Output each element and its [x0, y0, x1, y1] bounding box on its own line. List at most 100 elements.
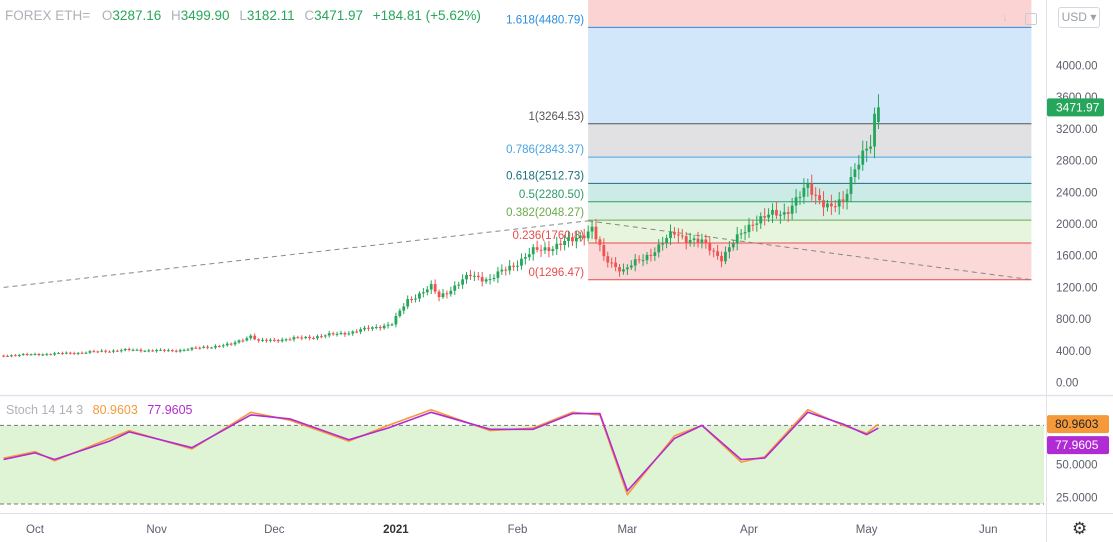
candle-body[interactable] — [119, 350, 123, 352]
candle-body[interactable] — [590, 226, 594, 232]
candle-body[interactable] — [25, 354, 29, 356]
candle-body[interactable] — [461, 279, 465, 285]
candle-body[interactable] — [531, 247, 535, 255]
candle-body[interactable] — [873, 113, 876, 147]
candle-body[interactable] — [535, 247, 539, 250]
candle-body[interactable] — [135, 349, 139, 351]
candle-body[interactable] — [33, 354, 37, 356]
candle-body[interactable] — [64, 352, 68, 354]
candle-body[interactable] — [555, 243, 559, 250]
candle-body[interactable] — [688, 239, 692, 243]
candle-body[interactable] — [520, 258, 523, 266]
candle-body[interactable] — [276, 340, 280, 342]
settings-gear-icon[interactable]: ⚙ — [1072, 519, 1088, 538]
candle-body[interactable] — [865, 148, 869, 151]
candle-body[interactable] — [826, 203, 829, 208]
candle-body[interactable] — [739, 233, 743, 235]
candle-body[interactable] — [49, 354, 53, 356]
candle-body[interactable] — [296, 337, 300, 339]
candle-body[interactable] — [323, 335, 327, 337]
candle-body[interactable] — [13, 355, 17, 357]
candle-body[interactable] — [633, 259, 637, 266]
candle-body[interactable] — [316, 336, 319, 339]
candle-body[interactable] — [425, 289, 429, 293]
candle-body[interactable] — [2, 355, 6, 357]
candle-body[interactable] — [472, 275, 476, 277]
candle-body[interactable] — [669, 231, 672, 239]
candle-body[interactable] — [618, 267, 621, 272]
candle-body[interactable] — [382, 325, 386, 329]
candle-body[interactable] — [814, 194, 818, 196]
candle-body[interactable] — [869, 146, 872, 149]
candle-body[interactable] — [771, 209, 774, 215]
candle-body[interactable] — [265, 339, 268, 341]
candle-body[interactable] — [429, 284, 433, 290]
candle-body[interactable] — [186, 349, 190, 351]
candle-body[interactable] — [92, 351, 96, 353]
trend-line[interactable] — [3, 220, 589, 288]
candle-body[interactable] — [492, 277, 496, 280]
candle-body[interactable] — [72, 353, 76, 355]
candle-body[interactable] — [225, 343, 229, 346]
candle-body[interactable] — [684, 236, 688, 243]
candle-body[interactable] — [398, 310, 402, 317]
candle-body[interactable] — [300, 337, 304, 339]
trend-line[interactable] — [588, 220, 1032, 281]
candle-body[interactable] — [343, 332, 347, 335]
candle-body[interactable] — [567, 237, 570, 241]
candle-body[interactable] — [720, 255, 723, 262]
candle-body[interactable] — [100, 350, 104, 352]
candle-body[interactable] — [151, 350, 155, 352]
candle-body[interactable] — [853, 169, 857, 178]
candle-body[interactable] — [778, 214, 782, 216]
candle-body[interactable] — [10, 355, 13, 357]
candle-body[interactable] — [457, 284, 461, 286]
candle-body[interactable] — [649, 254, 653, 256]
candle-body[interactable] — [253, 335, 257, 340]
candle-body[interactable] — [782, 212, 786, 215]
candle-body[interactable] — [673, 231, 676, 235]
candle-body[interactable] — [386, 324, 390, 326]
candle-body[interactable] — [508, 265, 512, 271]
candle-body[interactable] — [700, 239, 704, 243]
candle-body[interactable] — [166, 350, 170, 352]
candle-body[interactable] — [496, 271, 500, 278]
candle-body[interactable] — [602, 244, 606, 257]
candle-body[interactable] — [37, 354, 41, 356]
candle-body[interactable] — [763, 216, 767, 218]
candle-body[interactable] — [394, 316, 398, 325]
candle-body[interactable] — [241, 340, 245, 342]
candle-body[interactable] — [327, 333, 331, 336]
candle-body[interactable] — [159, 349, 162, 351]
candle-body[interactable] — [268, 339, 272, 341]
candle-body[interactable] — [543, 247, 547, 251]
candle-body[interactable] — [359, 329, 363, 332]
candle-body[interactable] — [500, 269, 504, 272]
candle-body[interactable] — [374, 327, 378, 329]
candle-body[interactable] — [284, 339, 288, 341]
stoch-d-line[interactable] — [3, 411, 879, 492]
candle-body[interactable] — [861, 150, 865, 165]
candle-body[interactable] — [390, 324, 394, 326]
candle-body[interactable] — [363, 327, 366, 330]
candle-body[interactable] — [312, 338, 315, 340]
candle-body[interactable] — [547, 247, 551, 252]
candle-body[interactable] — [304, 336, 308, 339]
candle-body[interactable] — [504, 269, 508, 271]
candle-body[interactable] — [818, 195, 821, 201]
candle-body[interactable] — [625, 267, 629, 270]
candle-body[interactable] — [112, 350, 115, 352]
candle-body[interactable] — [123, 348, 127, 351]
candle-body[interactable] — [484, 279, 488, 282]
candle-body[interactable] — [523, 257, 527, 259]
candle-body[interactable] — [735, 234, 739, 244]
candle-body[interactable] — [17, 354, 21, 356]
candle-body[interactable] — [68, 352, 72, 354]
candle-body[interactable] — [21, 354, 25, 356]
candle-body[interactable] — [433, 284, 437, 292]
candle-body[interactable] — [351, 331, 355, 334]
candle-body[interactable] — [716, 251, 720, 256]
candle-body[interactable] — [108, 351, 111, 353]
candle-body[interactable] — [170, 350, 174, 352]
candle-body[interactable] — [96, 351, 100, 353]
